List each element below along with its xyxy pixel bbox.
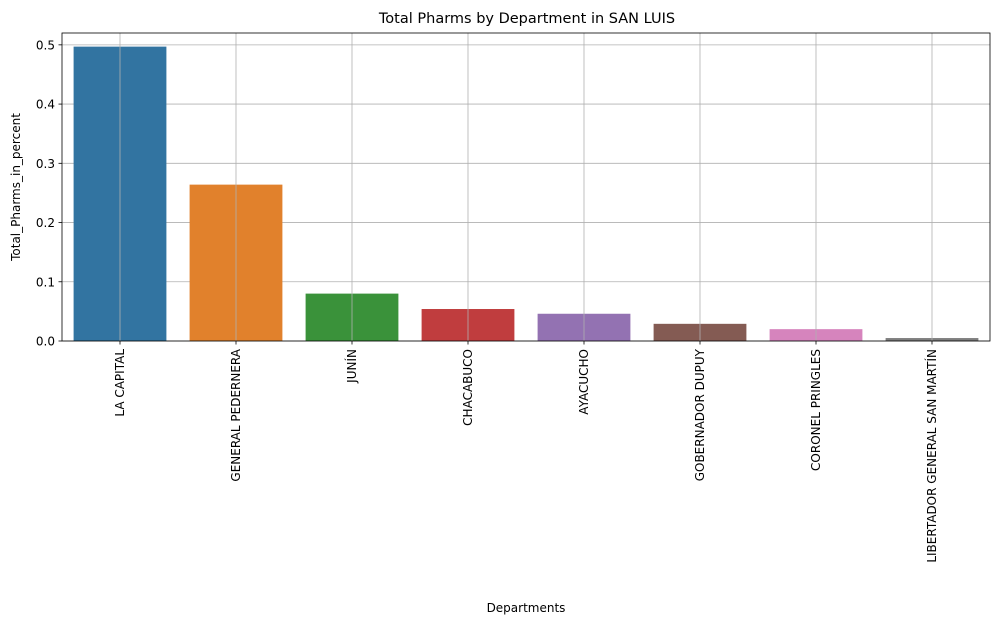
y-tick-label: 0.4 bbox=[36, 98, 55, 112]
y-tick-label: 0.3 bbox=[36, 157, 55, 171]
x-tick-label: GENERAL PEDERNERA bbox=[229, 348, 243, 481]
x-tick-label: LA CAPITAL bbox=[113, 349, 127, 417]
plot-frame bbox=[61, 32, 991, 342]
x-tick-label: CORONEL PRINGLES bbox=[809, 349, 823, 471]
y-tick-label: 0.5 bbox=[36, 38, 55, 52]
bars bbox=[73, 46, 979, 341]
chart-title: Total Pharms by Department in SAN LUIS bbox=[378, 11, 675, 27]
x-tick-label: LIBERTADOR GENERAL SAN MARTÍN bbox=[924, 349, 939, 563]
x-tick-label: GOBERNADOR DUPUY bbox=[693, 348, 707, 481]
x-axis-title: Departments bbox=[487, 601, 566, 615]
y-axis-title: Total_Pharms_in_percent bbox=[9, 113, 23, 262]
x-tick-label: JUNÍN bbox=[344, 349, 359, 384]
x-axis-ticks: LA CAPITAL GENERAL PEDERNERA JUNÍN CHACABUC… bbox=[113, 341, 939, 563]
y-axis-ticks: 0.0 0.1 0.2 0.3 0.4 0.5 bbox=[36, 38, 62, 349]
y-tick-label: 0.0 bbox=[36, 335, 55, 349]
y-tick-label: 0.2 bbox=[36, 216, 55, 230]
vertical-grid-lines bbox=[119, 33, 933, 341]
x-tick-label: CHACABUCO bbox=[461, 349, 475, 426]
x-tick-label: AYACUCHO bbox=[577, 349, 591, 415]
y-tick-label: 0.1 bbox=[36, 275, 55, 289]
